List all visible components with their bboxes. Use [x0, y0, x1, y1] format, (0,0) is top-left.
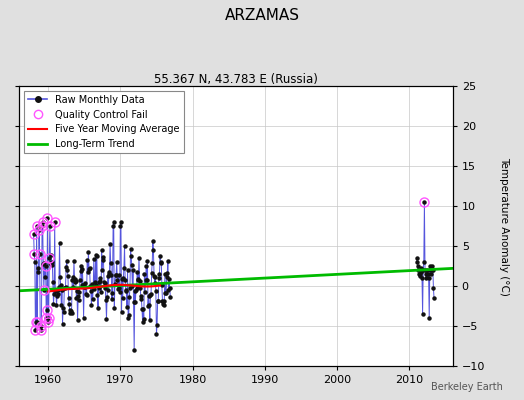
Legend: Raw Monthly Data, Quality Control Fail, Five Year Moving Average, Long-Term Tren: Raw Monthly Data, Quality Control Fail, … — [24, 91, 183, 153]
Text: ARZAMAS: ARZAMAS — [224, 8, 300, 23]
Y-axis label: Temperature Anomaly (°C): Temperature Anomaly (°C) — [499, 156, 509, 296]
Title: 55.367 N, 43.783 E (Russia): 55.367 N, 43.783 E (Russia) — [154, 73, 318, 86]
Text: Berkeley Earth: Berkeley Earth — [431, 382, 503, 392]
